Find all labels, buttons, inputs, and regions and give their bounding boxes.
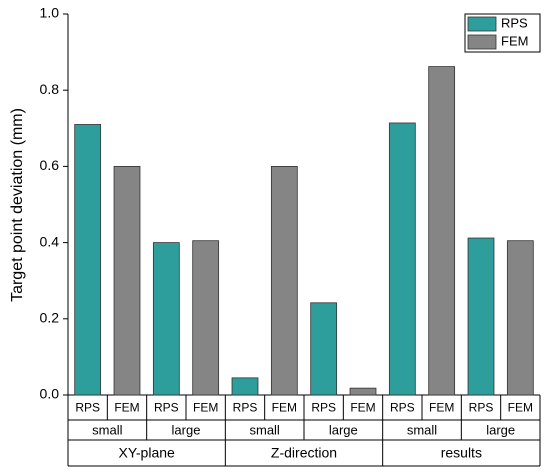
series-label: FEM — [272, 401, 297, 415]
y-tick-label: 1.0 — [40, 5, 60, 21]
y-tick-label: 0.8 — [40, 81, 60, 97]
bar — [192, 240, 220, 396]
bar — [349, 387, 377, 396]
series-label: RPS — [75, 401, 100, 415]
bar — [428, 66, 456, 396]
subgroup-label: small — [92, 422, 122, 437]
series-label: RPS — [154, 401, 179, 415]
series-label: FEM — [429, 401, 454, 415]
bar — [74, 124, 102, 396]
bar — [467, 237, 495, 396]
bar — [231, 377, 259, 396]
subgroup-label: small — [407, 422, 437, 437]
series-label: RPS — [390, 401, 415, 415]
group-label: results — [441, 445, 482, 461]
bar — [506, 240, 534, 396]
series-label: RPS — [233, 401, 258, 415]
group-label: XY-plane — [119, 445, 176, 461]
subgroup-label: large — [172, 422, 201, 437]
legend-label: RPS — [501, 15, 528, 30]
y-tick-label: 0.6 — [40, 157, 60, 173]
subgroup-label: small — [249, 422, 279, 437]
group-label: Z-direction — [271, 445, 337, 461]
bar — [388, 122, 416, 396]
series-label: FEM — [508, 401, 533, 415]
bar — [113, 165, 141, 396]
series-label: FEM — [193, 401, 218, 415]
legend-swatch — [467, 16, 497, 32]
series-label: RPS — [311, 401, 336, 415]
legend-swatch — [467, 34, 497, 50]
legend-label: FEM — [501, 33, 528, 48]
y-tick-label: 0.0 — [40, 386, 60, 402]
series-label: RPS — [469, 401, 494, 415]
y-tick-label: 0.4 — [40, 233, 60, 249]
bar — [152, 242, 180, 396]
subgroup-label: large — [486, 422, 515, 437]
y-axis-label: Target point deviation (mm) — [9, 108, 26, 302]
y-tick-label: 0.2 — [40, 310, 60, 326]
bar — [270, 165, 298, 396]
bar — [310, 302, 338, 396]
subgroup-label: large — [329, 422, 358, 437]
series-label: FEM — [114, 401, 139, 415]
series-label: FEM — [350, 401, 375, 415]
